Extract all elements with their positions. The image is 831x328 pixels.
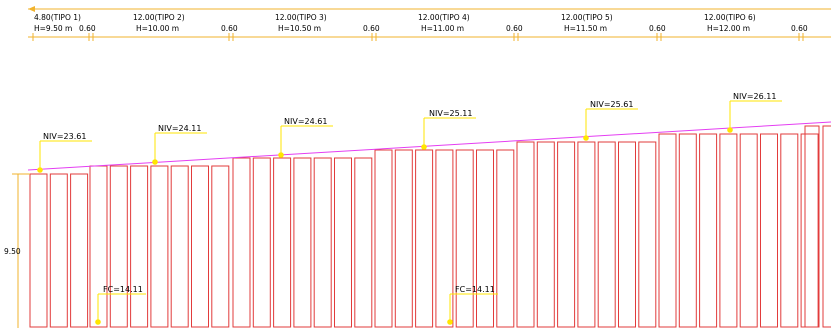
fc-label: FC=14.11 bbox=[103, 285, 143, 294]
pile bbox=[70, 173, 89, 328]
dimension-arrow bbox=[28, 6, 35, 12]
pile bbox=[800, 133, 819, 328]
dim-tipo-4-length: 12.00(TIPO 4) bbox=[418, 13, 470, 22]
pile bbox=[699, 133, 718, 328]
pile bbox=[354, 157, 373, 328]
pile bbox=[170, 165, 189, 328]
dim-gap-6: 0.60 bbox=[791, 24, 808, 33]
dim-tipo-1-height: H=9.50 m bbox=[34, 24, 72, 33]
dim-tipo-6-height: H=12.00 m bbox=[707, 24, 750, 33]
pile bbox=[658, 133, 677, 328]
pile bbox=[293, 157, 312, 328]
dim-tipo-2-length: 12.00(TIPO 2) bbox=[133, 13, 185, 22]
pile bbox=[109, 165, 128, 328]
dim-tipo-6-length: 12.00(TIPO 6) bbox=[704, 13, 756, 22]
pile bbox=[618, 141, 636, 328]
pile bbox=[415, 149, 434, 328]
niv-marker: NIV=23.61 bbox=[37, 132, 92, 173]
pile bbox=[150, 165, 169, 328]
niv-marker: NIV=26.11 bbox=[727, 92, 782, 133]
niv-label: NIV=24.61 bbox=[284, 117, 327, 126]
pile bbox=[638, 141, 657, 328]
niv-label: NIV=23.61 bbox=[43, 132, 86, 141]
pile bbox=[334, 157, 352, 328]
pile bbox=[394, 149, 413, 328]
pile bbox=[29, 173, 48, 328]
pile bbox=[476, 149, 494, 328]
level-marker bbox=[421, 144, 427, 150]
pile bbox=[496, 149, 515, 328]
pile bbox=[374, 149, 393, 328]
level-marker bbox=[37, 167, 43, 173]
pile bbox=[130, 165, 149, 328]
dim-gap-1: 0.60 bbox=[79, 24, 96, 33]
fc-marker: FC=14.11 bbox=[447, 285, 498, 325]
pile bbox=[313, 157, 332, 328]
dim-tipo-3-height: H=10.50 m bbox=[278, 24, 321, 33]
fc-markers: FC=14.11 FC=14.11 bbox=[95, 285, 498, 325]
dim-tipo-5-height: H=11.50 m bbox=[564, 24, 607, 33]
niv-marker: NIV=25.11 bbox=[421, 109, 476, 150]
niv-label: NIV=25.11 bbox=[429, 109, 472, 118]
dimension-ticks bbox=[28, 6, 804, 41]
height-dimension-label: 9.50 bbox=[4, 247, 21, 256]
niv-label: NIV=25.61 bbox=[590, 100, 633, 109]
pile bbox=[211, 165, 230, 328]
pile bbox=[516, 141, 535, 328]
pile bbox=[719, 133, 738, 328]
level-marker bbox=[583, 135, 589, 141]
niv-markers: NIV=23.61 NIV=24.11 NIV=24.61 NIV=25.11 … bbox=[37, 92, 782, 173]
top-dimension-chain: 4.80(TIPO 1) H=9.50 m 0.60 12.00(TIPO 2)… bbox=[28, 6, 831, 41]
fc-label: FC=14.11 bbox=[455, 285, 495, 294]
pile bbox=[577, 141, 596, 328]
dim-tipo-1-length: 4.80(TIPO 1) bbox=[34, 13, 81, 22]
pile bbox=[252, 157, 271, 328]
dim-gap-4: 0.60 bbox=[506, 24, 523, 33]
dim-gap-3: 0.60 bbox=[363, 24, 380, 33]
dim-gap-2: 0.60 bbox=[221, 24, 238, 33]
dim-tipo-5-length: 12.00(TIPO 5) bbox=[561, 13, 613, 22]
pile bbox=[780, 133, 799, 328]
niv-label: NIV=26.11 bbox=[733, 92, 776, 101]
pile bbox=[49, 173, 68, 328]
pile bbox=[191, 165, 209, 328]
height-dimension: 9.50 bbox=[4, 173, 30, 328]
pile bbox=[273, 157, 292, 328]
pile bbox=[232, 157, 251, 328]
pile bbox=[435, 149, 454, 328]
level-marker bbox=[727, 127, 733, 133]
dim-tipo-3-length: 12.00(TIPO 3) bbox=[275, 13, 327, 22]
level-marker bbox=[278, 152, 284, 158]
pile bbox=[678, 133, 697, 328]
pile bbox=[455, 149, 474, 328]
pile bbox=[557, 141, 576, 328]
niv-marker: NIV=24.61 bbox=[278, 117, 333, 158]
pile bbox=[536, 141, 555, 328]
fc-marker: FC=14.11 bbox=[95, 285, 146, 325]
pile bbox=[760, 133, 778, 328]
niv-label: NIV=24.11 bbox=[158, 124, 201, 133]
level-marker bbox=[447, 319, 453, 325]
pile bbox=[597, 141, 616, 328]
pile bbox=[739, 133, 758, 328]
dim-tipo-2-height: H=10.00 m bbox=[136, 24, 179, 33]
level-marker bbox=[95, 319, 101, 325]
dim-gap-5: 0.60 bbox=[649, 24, 666, 33]
dim-tipo-4-height: H=11.00 m bbox=[421, 24, 464, 33]
niv-marker: NIV=25.61 bbox=[583, 100, 638, 141]
pile-row bbox=[29, 125, 831, 328]
level-marker bbox=[152, 159, 158, 165]
sloped-grade-line bbox=[27, 121, 831, 171]
niv-marker: NIV=24.11 bbox=[152, 124, 207, 165]
pile bbox=[822, 125, 831, 328]
pile bbox=[804, 125, 820, 328]
